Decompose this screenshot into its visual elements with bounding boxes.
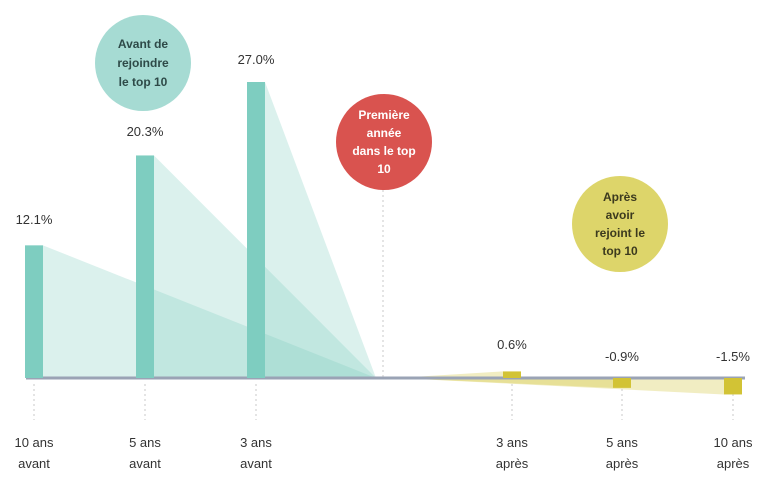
tick-label-4-line-2: après [496, 456, 529, 471]
value-label-2: 20.3% [127, 124, 164, 139]
after-bubble-text-2: avoir [606, 208, 635, 222]
tick-label-2-line-1: 5 ans [129, 435, 161, 450]
value-label-4: 0.6% [497, 337, 527, 352]
value-label-1: 12.1% [16, 212, 53, 227]
after-fill-1 [396, 371, 503, 378]
before-bubble-text-1: Avant de [118, 37, 169, 51]
first-year-bubble-text-3: dans le top [352, 144, 415, 158]
annotation-bubbles: Avant de rejoindre le top 10 Première année d… [95, 15, 668, 272]
tick-label-4-line-1: 3 ans [496, 435, 528, 450]
bar-4 [503, 371, 521, 378]
first-year-bubble-text-4: 10 [377, 162, 391, 176]
triangle-fills [43, 82, 724, 395]
tick-label-1-line-2: avant [18, 456, 50, 471]
bar-3 [247, 82, 265, 378]
bar-2 [136, 155, 154, 378]
tick-label-3-line-2: avant [240, 456, 272, 471]
before-bubble-text-3: le top 10 [119, 75, 168, 89]
value-labels: 12.1% 20.3% 27.0% 0.6% -0.9% -1.5% [16, 52, 751, 364]
after-fill-3 [396, 378, 724, 395]
bar-6 [724, 378, 742, 395]
after-bubble-text-1: Après [603, 190, 637, 204]
tick-label-5-line-1: 5 ans [606, 435, 638, 450]
value-label-5: -0.9% [605, 349, 639, 364]
tick-label-2-line-2: avant [129, 456, 161, 471]
bars-group [25, 82, 742, 395]
after-bubble-text-4: top 10 [602, 244, 638, 258]
first-year-bubble-text-1: Première [358, 108, 410, 122]
tick-label-5-line-2: après [606, 456, 639, 471]
before-fill-2 [154, 155, 376, 378]
tick-label-3-line-1: 3 ans [240, 435, 272, 450]
before-fill-1 [43, 245, 376, 378]
bar-5 [613, 378, 631, 388]
tick-label-6-line-2: après [717, 456, 750, 471]
before-bubble-circle [95, 15, 191, 111]
before-bubble-text-2: rejoindre [117, 56, 169, 70]
after-bubble-circle [572, 176, 668, 272]
tick-label-6-line-1: 10 ans [713, 435, 753, 450]
after-bubble-text-3: rejoint le [595, 226, 645, 240]
tick-label-1-line-1: 10 ans [14, 435, 54, 450]
value-label-3: 27.0% [238, 52, 275, 67]
first-year-bubble-circle [336, 94, 432, 190]
tick-labels: 10 ans avant 5 ans avant 3 ans avant 3 ans aprè… [14, 435, 753, 471]
bar-1 [25, 245, 43, 378]
first-year-bubble-text-2: année [367, 126, 402, 140]
after-fill-2 [396, 378, 613, 388]
before-fill-3 [265, 82, 376, 378]
value-label-6: -1.5% [716, 349, 750, 364]
